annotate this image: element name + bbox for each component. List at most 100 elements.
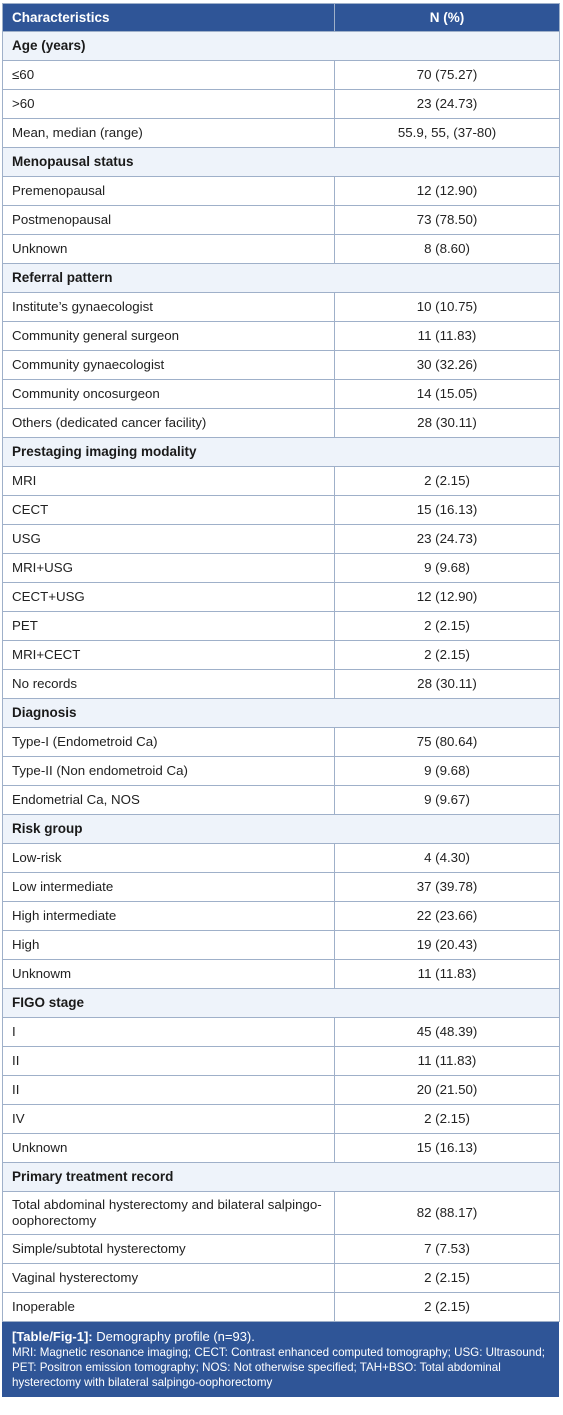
table-row: Postmenopausal 73 (78.50) (2, 205, 560, 235)
column-header-n-percent: N (%) (334, 3, 560, 32)
table-row: High 19 (20.43) (2, 930, 560, 960)
row-value: 12 (12.90) (334, 582, 560, 612)
row-label: Unknown (2, 1133, 335, 1163)
section-title: Referral pattern (2, 263, 560, 293)
row-value: 7 (7.53) (334, 1234, 560, 1264)
row-label: >60 (2, 89, 335, 119)
table-row: Endometrial Ca, NOS 9 (9.67) (2, 785, 560, 815)
table-row: Simple/subtotal hysterectomy 7 (7.53) (2, 1234, 560, 1264)
row-value: 2 (2.15) (334, 640, 560, 670)
row-label: CECT+USG (2, 582, 335, 612)
section-header-row: Age (years) (2, 31, 560, 61)
row-value: 75 (80.64) (334, 727, 560, 757)
row-value: 2 (2.15) (334, 466, 560, 496)
row-value: 22 (23.66) (334, 901, 560, 931)
table-row: USG 23 (24.73) (2, 524, 560, 554)
row-value: 15 (16.13) (334, 1133, 560, 1163)
caption-notes: MRI: Magnetic resonance imaging; CECT: C… (12, 1346, 545, 1389)
row-label: Unknown (2, 234, 335, 264)
table-row: PET 2 (2.15) (2, 611, 560, 641)
row-value: 15 (16.13) (334, 495, 560, 525)
section-header-row: Referral pattern (2, 263, 560, 293)
demography-table: Characteristics N (%) Age (years) ≤60 70 (… (2, 3, 560, 1322)
row-value: 73 (78.50) (334, 205, 560, 235)
row-label: Mean, median (range) (2, 118, 335, 148)
table-row: Low intermediate 37 (39.78) (2, 872, 560, 902)
table-caption: [Table/Fig-1]: Demography profile (n=93)… (2, 1322, 559, 1397)
row-label: Low intermediate (2, 872, 335, 902)
table-body: Age (years) ≤60 70 (75.27) >60 23 (24.73) Mea… (2, 31, 560, 1322)
row-label: Institute’s gynaecologist (2, 292, 335, 322)
row-label: MRI+CECT (2, 640, 335, 670)
table-row: I 45 (48.39) (2, 1017, 560, 1047)
table-row: CECT+USG 12 (12.90) (2, 582, 560, 612)
row-label: II (2, 1046, 335, 1076)
table-row: CECT 15 (16.13) (2, 495, 560, 525)
table-row: Low-risk 4 (4.30) (2, 843, 560, 873)
table-row: Unknown 8 (8.60) (2, 234, 560, 264)
row-label: USG (2, 524, 335, 554)
table-row: II 11 (11.83) (2, 1046, 560, 1076)
row-value: 2 (2.15) (334, 1263, 560, 1293)
table-row: Unknown 15 (16.13) (2, 1133, 560, 1163)
row-label: Others (dedicated cancer facility) (2, 408, 335, 438)
table-row: Premenopausal 12 (12.90) (2, 176, 560, 206)
table-row: Institute’s gynaecologist 10 (10.75) (2, 292, 560, 322)
column-header-characteristics: Characteristics (2, 3, 335, 32)
row-label: Endometrial Ca, NOS (2, 785, 335, 815)
table-row: >60 23 (24.73) (2, 89, 560, 119)
row-label: High intermediate (2, 901, 335, 931)
row-value: 8 (8.60) (334, 234, 560, 264)
row-label: PET (2, 611, 335, 641)
row-label: I (2, 1017, 335, 1047)
row-value: 12 (12.90) (334, 176, 560, 206)
section-header-row: Diagnosis (2, 698, 560, 728)
section-header-row: Risk group (2, 814, 560, 844)
row-value: 11 (11.83) (334, 321, 560, 351)
section-title: Age (years) (2, 31, 560, 61)
row-label: Unknowm (2, 959, 335, 989)
row-label: No records (2, 669, 335, 699)
row-label: Type-II (Non endometroid Ca) (2, 756, 335, 786)
row-value: 2 (2.15) (334, 1104, 560, 1134)
table-row: Vaginal hysterectomy 2 (2.15) (2, 1263, 560, 1293)
row-value: 9 (9.67) (334, 785, 560, 815)
row-value: 23 (24.73) (334, 89, 560, 119)
table-row: II 20 (21.50) (2, 1075, 560, 1105)
row-value: 82 (88.17) (334, 1191, 560, 1235)
table-row: No records 28 (30.11) (2, 669, 560, 699)
table-row: Others (dedicated cancer facility) 28 (30… (2, 408, 560, 438)
section-title: Menopausal status (2, 147, 560, 177)
row-value: 2 (2.15) (334, 1292, 560, 1322)
row-label: ≤60 (2, 60, 335, 90)
row-value: 14 (15.05) (334, 379, 560, 409)
row-value: 4 (4.30) (334, 843, 560, 873)
section-title: FIGO stage (2, 988, 560, 1018)
row-value: 30 (32.26) (334, 350, 560, 380)
table-row: MRI 2 (2.15) (2, 466, 560, 496)
row-value: 11 (11.83) (334, 959, 560, 989)
table-header-row: Characteristics N (%) (2, 3, 560, 32)
table-row: Community general surgeon 11 (11.83) (2, 321, 560, 351)
row-label: Inoperable (2, 1292, 335, 1322)
row-value: 23 (24.73) (334, 524, 560, 554)
row-value: 70 (75.27) (334, 60, 560, 90)
row-label: Total abdominal hysterectomy and bilater… (2, 1191, 335, 1235)
demography-table-container: Characteristics N (%) Age (years) ≤60 70 (… (2, 3, 560, 1397)
row-value: 37 (39.78) (334, 872, 560, 902)
table-row: Mean, median (range) 55.9, 55, (37-80) (2, 118, 560, 148)
row-value: 28 (30.11) (334, 408, 560, 438)
row-label: Community gynaecologist (2, 350, 335, 380)
table-row: ≤60 70 (75.27) (2, 60, 560, 90)
row-label: Vaginal hysterectomy (2, 1263, 335, 1293)
section-header-row: Menopausal status (2, 147, 560, 177)
table-row: Community gynaecologist 30 (32.26) (2, 350, 560, 380)
row-label: MRI+USG (2, 553, 335, 583)
caption-label: [Table/Fig-1]: (12, 1329, 93, 1344)
table-row: Total abdominal hysterectomy and bilater… (2, 1191, 560, 1235)
row-label: Type-I (Endometroid Ca) (2, 727, 335, 757)
row-label: II (2, 1075, 335, 1105)
table-row: Type-I (Endometroid Ca) 75 (80.64) (2, 727, 560, 757)
row-value: 9 (9.68) (334, 553, 560, 583)
row-value: 55.9, 55, (37-80) (334, 118, 560, 148)
